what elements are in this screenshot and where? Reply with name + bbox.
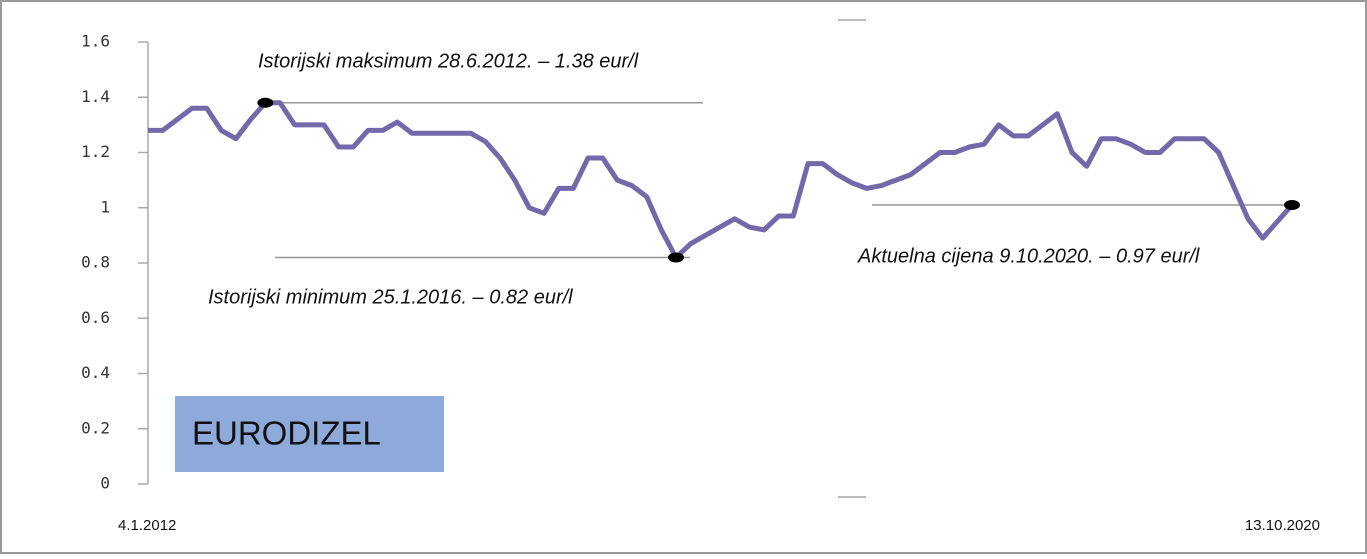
y-tick-label: 0.6 — [81, 308, 110, 327]
x-tick-label: 4.1.2012 — [118, 517, 176, 534]
annotation: Aktuelna cijena 9.10.2020. – 0.97 eur/l — [857, 245, 1200, 267]
x-tick-label: 13.10.2020 — [1245, 517, 1320, 534]
point-marker — [668, 252, 684, 263]
y-tick-label: 0.4 — [81, 363, 110, 382]
y-tick-label: 1.2 — [81, 142, 110, 161]
annotation: Istorijski minimum 25.1.2016. – 0.82 eur… — [208, 286, 573, 308]
label-text: EURODIZEL — [192, 415, 381, 452]
y-tick-label: 1.6 — [81, 32, 110, 51]
y-tick-label: 1.4 — [81, 87, 110, 106]
point-marker — [257, 97, 274, 108]
y-tick-label: 0.2 — [81, 418, 110, 437]
y-tick-label: 0.8 — [81, 253, 110, 272]
y-tick-label: 1 — [100, 197, 110, 216]
price-line — [148, 100, 1294, 260]
annotation: Istorijski maksimum 28.6.2012. – 1.38 eu… — [258, 50, 639, 72]
label-box — [175, 396, 444, 472]
y-tick-label: 0 — [100, 474, 110, 493]
point-marker — [1284, 199, 1300, 210]
